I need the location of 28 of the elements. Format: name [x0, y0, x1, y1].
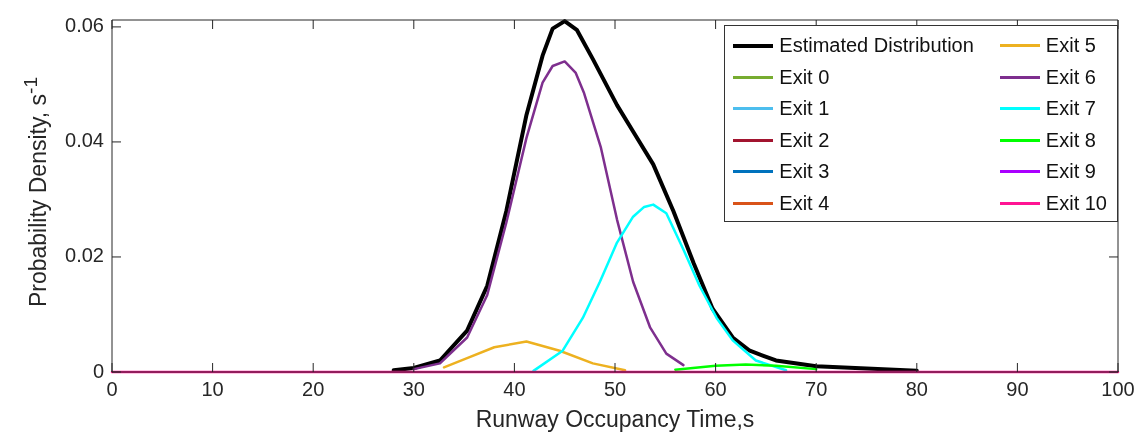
legend-label: Exit 1	[779, 97, 830, 121]
legend-label: Exit 5	[1045, 34, 1096, 58]
y-tick-label: 0.02	[65, 244, 104, 267]
legend-label: Exit 3	[779, 160, 830, 184]
x-axis-title: Runway Occupancy Time,s	[474, 406, 756, 433]
legend-label: Exit 8	[1045, 128, 1096, 152]
x-tick-label: 100	[1101, 377, 1135, 400]
x-tick-label: 90	[1006, 377, 1029, 400]
x-tick-label: 60	[704, 377, 727, 400]
legend-label: Estimated Distribution	[779, 34, 974, 58]
x-tick-label: 0	[106, 377, 118, 400]
x-tick-label: 10	[201, 377, 224, 400]
x-tick-label: 80	[905, 377, 928, 400]
legend-label: Exit 7	[1045, 97, 1096, 121]
legend-label: Exit 9	[1045, 160, 1096, 184]
x-tick-label: 50	[603, 377, 627, 400]
legend-label: Exit 10	[1045, 191, 1107, 215]
legend-label: Exit 4	[779, 191, 830, 215]
legend-label: Exit 6	[1045, 65, 1096, 89]
legend-label: Exit 2	[779, 128, 830, 152]
x-tick-label: 70	[805, 377, 828, 400]
y-tick-label: 0.06	[65, 14, 104, 37]
x-tick-label: 20	[302, 377, 325, 400]
legend-label: Exit 0	[779, 65, 830, 89]
x-tick-label: 40	[503, 377, 526, 400]
y-tick-label: 0.04	[65, 129, 104, 152]
x-tick-label: 30	[402, 377, 425, 400]
y-tick-label: 0	[92, 359, 104, 382]
